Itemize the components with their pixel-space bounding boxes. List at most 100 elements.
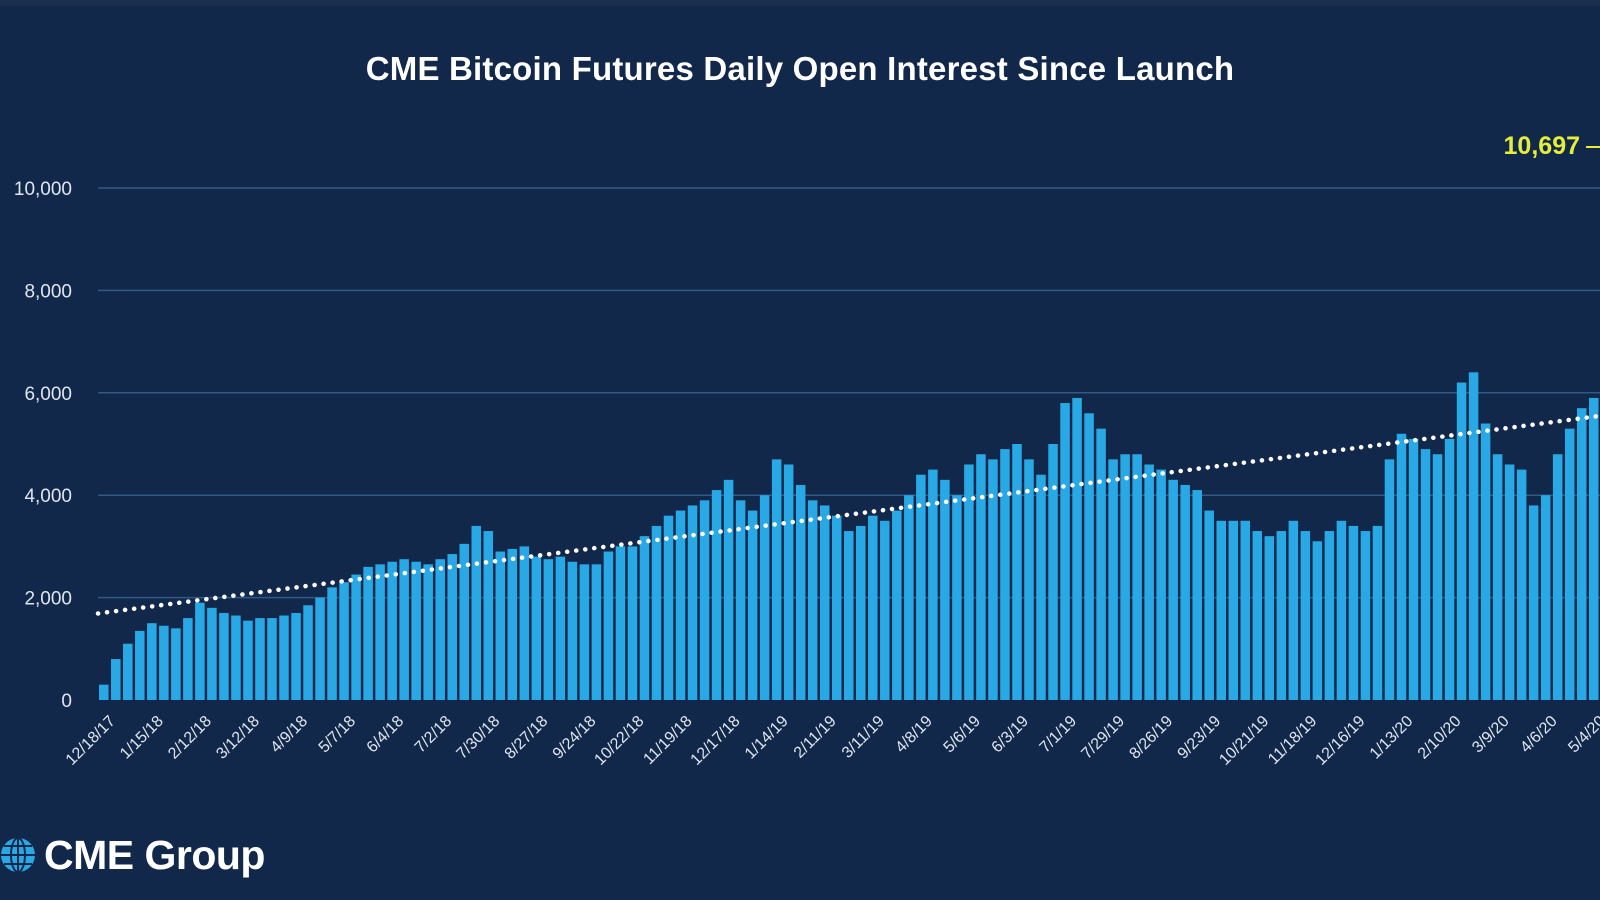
y-tick-label: 2,000 (24, 589, 72, 610)
bar (267, 618, 277, 700)
bar (1216, 520, 1227, 700)
bar (1336, 520, 1347, 700)
bar (819, 505, 830, 700)
x-tick-label: 7/30/18 (454, 713, 504, 763)
y-tick-label: 8,000 (24, 281, 72, 302)
bar (976, 454, 986, 700)
x-tick-label: 7/2/18 (412, 713, 456, 757)
bar (1456, 382, 1467, 700)
bar (783, 464, 794, 700)
bar (159, 625, 169, 700)
bar (687, 505, 698, 700)
bar (1372, 525, 1383, 700)
bar (723, 479, 734, 700)
bar (507, 548, 518, 700)
bar (940, 479, 950, 700)
bar (868, 515, 878, 700)
y-tick-label: 4,000 (24, 486, 72, 507)
bar (892, 510, 902, 700)
bar (1384, 459, 1395, 700)
bar (675, 510, 686, 700)
bar (856, 525, 866, 700)
bar (639, 536, 650, 700)
bar (1192, 490, 1202, 700)
x-tick-label: 8/26/19 (1126, 713, 1176, 763)
bar (363, 566, 373, 700)
bar (1276, 531, 1287, 700)
x-tick-label: 3/12/18 (213, 713, 263, 763)
bar (1444, 438, 1455, 700)
bar (1108, 459, 1118, 700)
bar (447, 554, 457, 700)
bar (219, 612, 229, 700)
bar (231, 615, 241, 700)
bar (471, 525, 482, 700)
bar (880, 520, 890, 700)
x-tick-label: 12/17/18 (688, 713, 744, 769)
x-tick-label: 5/4/20 (1565, 713, 1600, 757)
bar (1024, 459, 1034, 700)
bar (1492, 454, 1503, 700)
bar (423, 564, 433, 700)
callout-label: 10,697 (1504, 132, 1580, 160)
bar (807, 500, 818, 700)
bar (1468, 372, 1479, 700)
bar (1588, 397, 1599, 700)
bar (1168, 479, 1178, 700)
bar (1540, 495, 1551, 700)
x-axis: 12/18/171/15/182/12/183/12/18 4/9/18 5/7/1… (63, 713, 1600, 769)
bar (1036, 474, 1046, 700)
bar (1324, 531, 1335, 700)
bar (459, 543, 469, 700)
bar (1000, 449, 1010, 700)
bar (1396, 433, 1407, 700)
x-tick-label: 4/8/19 (892, 713, 936, 757)
bar (147, 623, 157, 700)
bar (207, 607, 217, 700)
bar (1504, 464, 1515, 700)
cme-group-logo: CME Group (0, 830, 265, 880)
x-tick-label: 6/3/19 (989, 713, 1033, 757)
trendline (95, 413, 1600, 616)
bar (1312, 541, 1323, 700)
x-tick-label: 1/13/20 (1367, 713, 1417, 763)
bar (1060, 403, 1070, 700)
bar (735, 500, 746, 700)
bar (411, 561, 421, 700)
globe-icon (1, 837, 35, 873)
bar (399, 559, 409, 700)
bar (928, 469, 938, 700)
bar (615, 546, 626, 700)
bar (771, 459, 782, 700)
bar (255, 618, 265, 700)
bar (351, 574, 361, 700)
bar (795, 484, 806, 700)
bar (1180, 484, 1190, 700)
x-tick-label: 2/12/18 (165, 713, 215, 763)
bar (1300, 531, 1311, 700)
bar (1264, 536, 1275, 700)
bar (483, 531, 494, 700)
bar (964, 464, 974, 700)
x-tick-label: 12/16/19 (1312, 713, 1368, 769)
bar (183, 618, 193, 700)
x-tick-label: 7/1/19 (1037, 713, 1081, 757)
bar (543, 559, 554, 700)
bar (519, 546, 530, 700)
bar (952, 495, 962, 700)
bar (1072, 397, 1082, 700)
x-tick-label: 4/6/20 (1517, 713, 1561, 757)
bar (243, 620, 253, 700)
bar (1576, 408, 1587, 700)
bar (99, 684, 109, 700)
bar (1528, 505, 1539, 700)
top-strip (0, 0, 1600, 6)
bar (1228, 520, 1239, 700)
bar (1564, 428, 1575, 700)
bar (651, 525, 662, 700)
bar (315, 597, 325, 700)
trendline-series (95, 413, 1600, 616)
bar (1096, 428, 1106, 700)
x-tick-label: 11/19/18 (640, 713, 695, 768)
